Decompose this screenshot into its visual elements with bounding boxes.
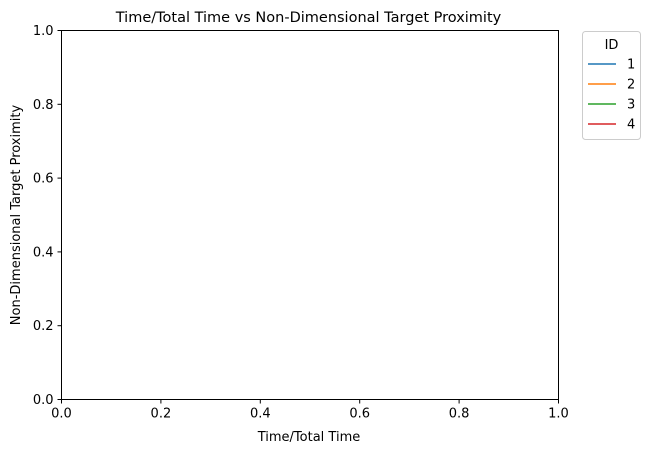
x-tick-label: 0.8 bbox=[449, 407, 470, 422]
chart-title: Time/Total Time vs Non-Dimensional Targe… bbox=[115, 10, 502, 26]
y-tick-label: 0.8 bbox=[33, 98, 54, 113]
legend-label-1: 1 bbox=[627, 58, 635, 73]
y-tick-label: 0.0 bbox=[33, 393, 54, 408]
x-tick-label: 0.4 bbox=[250, 407, 271, 422]
legend-label-3: 3 bbox=[627, 98, 635, 113]
legend-title: ID bbox=[605, 38, 619, 53]
x-tick-label: 0.2 bbox=[151, 407, 172, 422]
legend-box bbox=[582, 31, 641, 140]
legend-entries: 1 2 3 4 bbox=[588, 58, 635, 133]
plot-area bbox=[61, 30, 559, 400]
legend-label-4: 4 bbox=[627, 118, 635, 133]
x-tick-label: 1.0 bbox=[548, 407, 569, 422]
x-axis-label: Time/Total Time bbox=[257, 430, 361, 445]
y-tick-label: 1.0 bbox=[33, 24, 54, 39]
y-tick-label: 0.4 bbox=[33, 245, 54, 260]
y-axis: 0.0 0.2 0.4 0.6 0.8 1.0 bbox=[33, 24, 62, 408]
y-tick-label: 0.6 bbox=[33, 172, 54, 187]
legend-label-2: 2 bbox=[627, 78, 635, 93]
x-axis: 0.0 0.2 0.4 0.6 0.8 1.0 bbox=[51, 399, 569, 422]
legend: ID 1 2 3 4 bbox=[582, 31, 641, 140]
x-tick-label: 0.0 bbox=[51, 407, 72, 422]
y-tick-label: 0.2 bbox=[33, 319, 54, 334]
x-tick-label: 0.6 bbox=[349, 407, 370, 422]
y-axis-label: Non-Dimensional Target Proximity bbox=[9, 105, 24, 326]
